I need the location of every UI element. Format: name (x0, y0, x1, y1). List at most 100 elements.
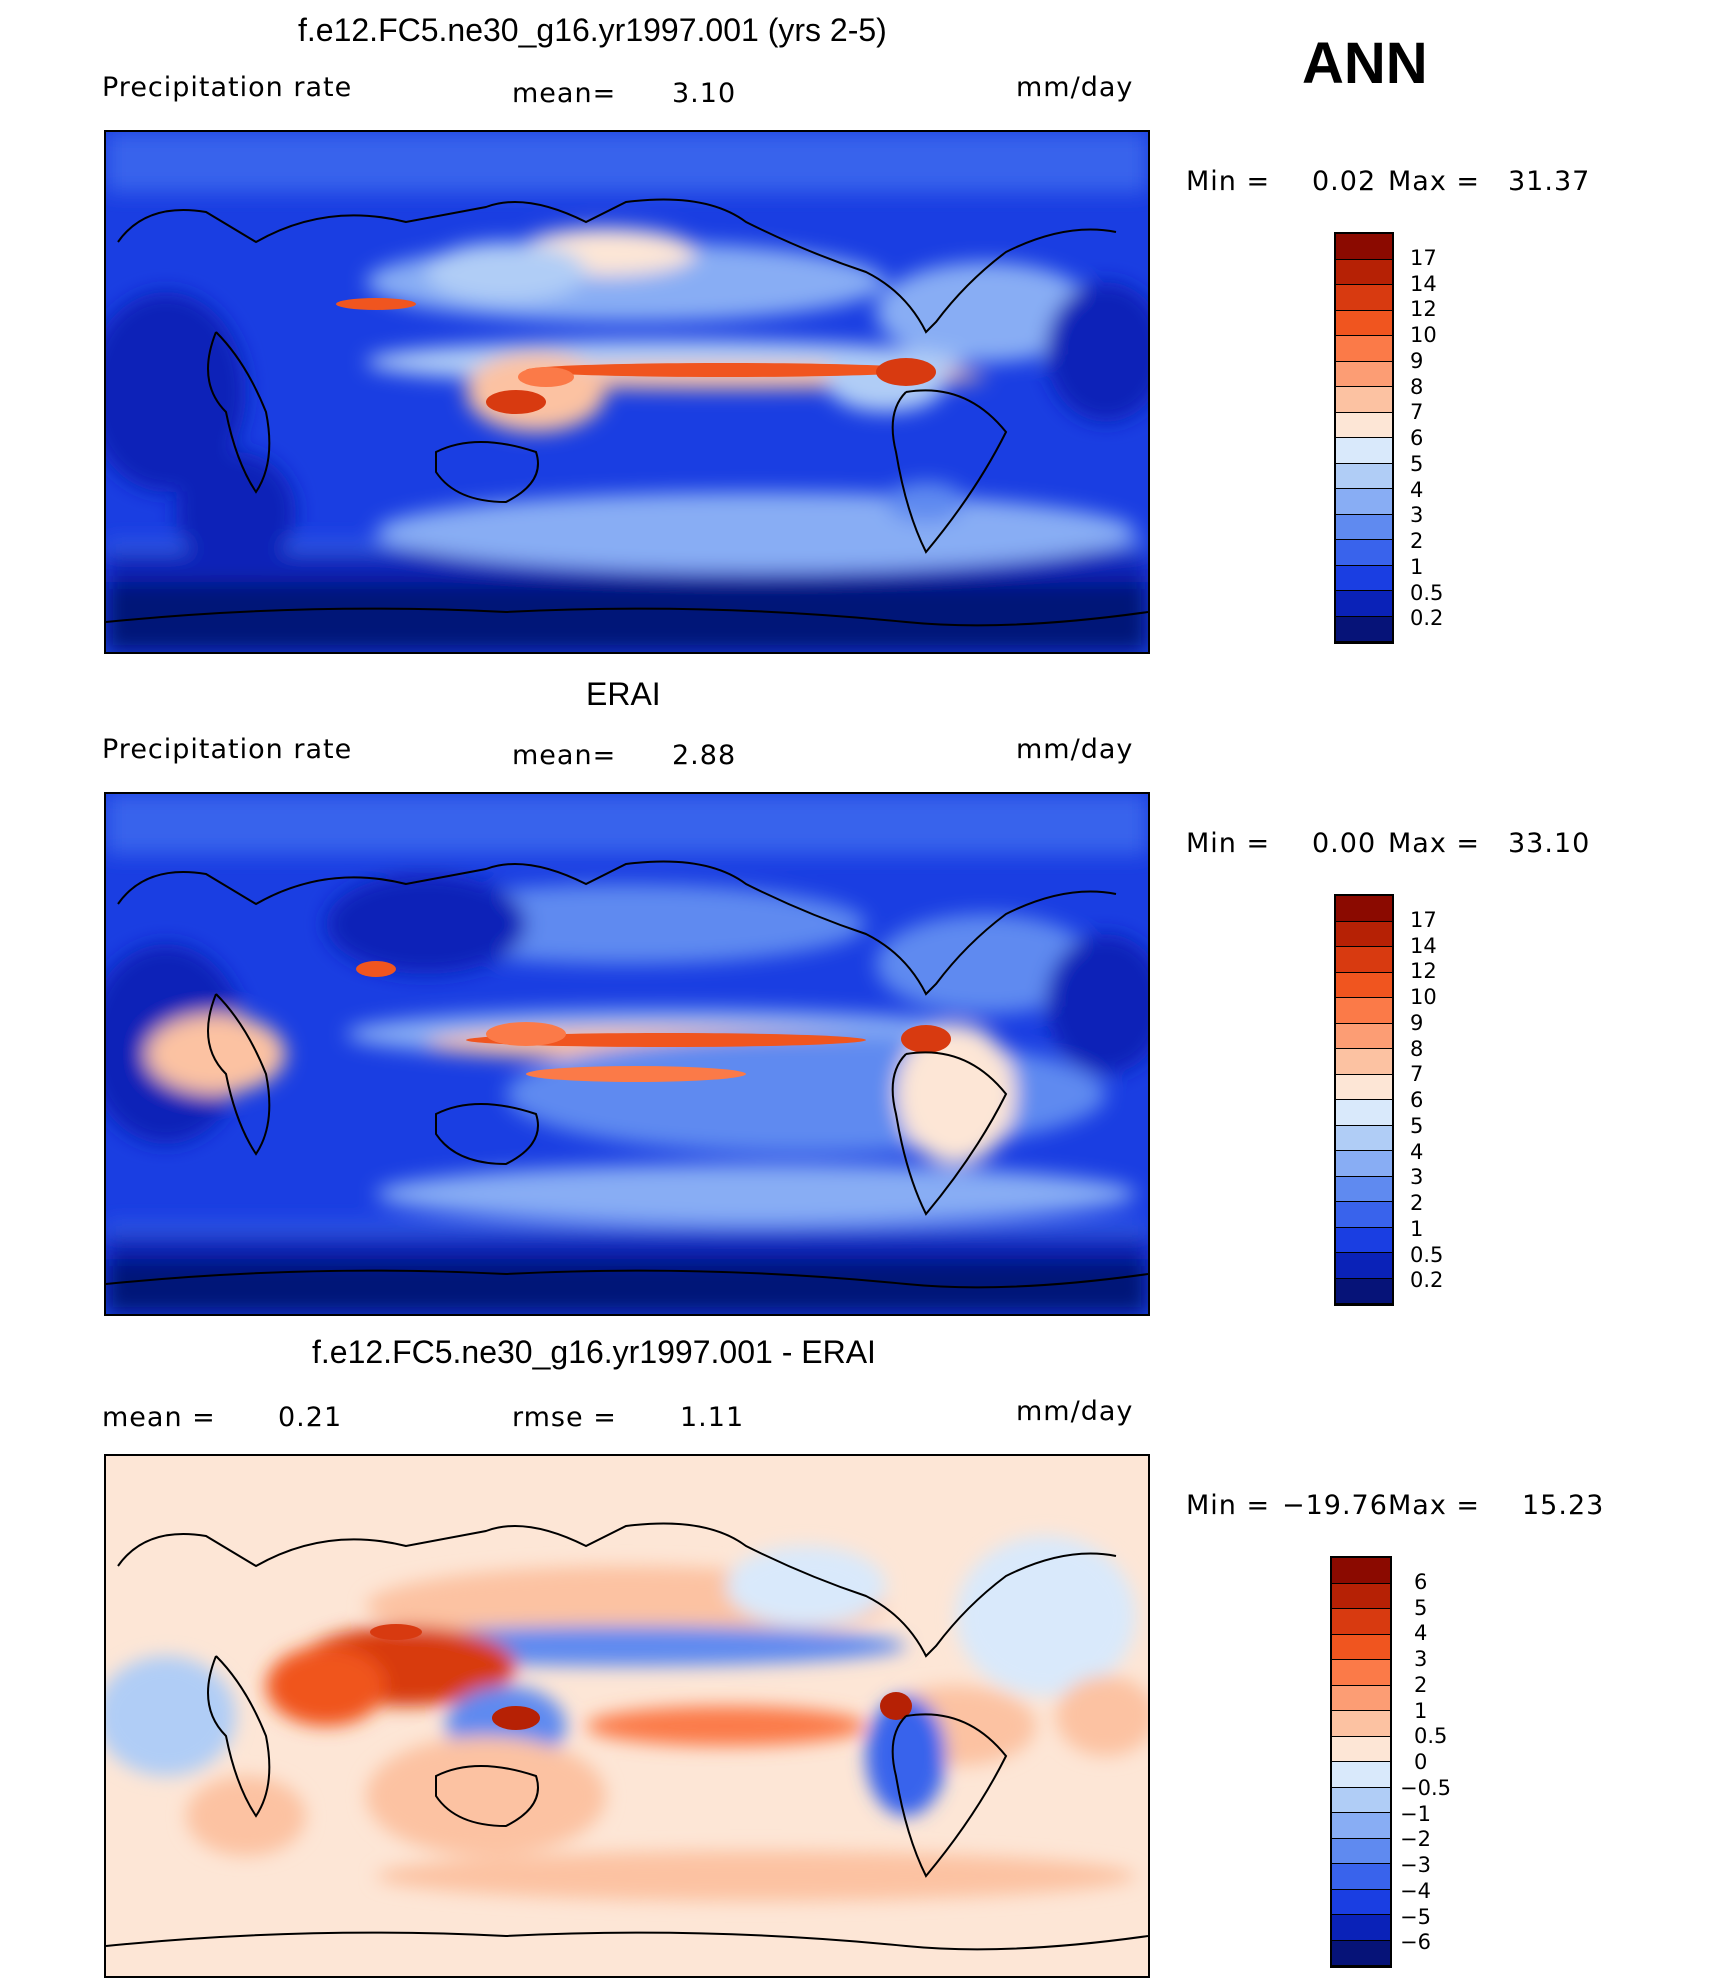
colorbar-box (1336, 616, 1392, 642)
colorbar-tick-label: 0.2 (1410, 1268, 1444, 1293)
colorbar-tick-label: 17 (1410, 907, 1437, 932)
colorbar-tick-label: −5 (1400, 1904, 1431, 1929)
colorbar-tick-label: −4 (1400, 1878, 1431, 1903)
colorbar-tick-label: 3 (1410, 1165, 1424, 1190)
panel-3-colorbar (1330, 1556, 1392, 1968)
colorbar-tick-label: 4 (1410, 477, 1424, 502)
colorbar-tick-label: −0.5 (1400, 1775, 1451, 1800)
colorbar-box (1336, 1278, 1392, 1304)
panel-3-max-label: Max = (1388, 1490, 1481, 1521)
panel-3-mean-label: mean = (102, 1402, 216, 1433)
colorbar-box (1336, 1074, 1392, 1100)
colorbar-box (1336, 591, 1392, 617)
panel-3-rmse-label: rmse = (512, 1402, 617, 1433)
colorbar-tick-label: −3 (1400, 1853, 1431, 1877)
colorbar-tick-label: −2 (1400, 1827, 1431, 1852)
colorbar-box (1332, 1864, 1390, 1890)
colorbar-tick-label: 6 (1414, 1569, 1428, 1594)
panel-2-colorbar (1334, 894, 1394, 1306)
colorbar-box (1336, 234, 1392, 260)
colorbar-tick-label: 10 (1410, 323, 1437, 347)
colorbar-box (1332, 1711, 1390, 1737)
colorbar-box (1332, 1660, 1390, 1686)
colorbar-box (1336, 1151, 1392, 1177)
panel-3-mean-value: 0.21 (278, 1402, 343, 1433)
colorbar-box (1336, 1125, 1392, 1151)
colorbar-box (1336, 310, 1392, 336)
colorbar-tick-label: 3 (1410, 503, 1424, 528)
colorbar-box (1336, 489, 1392, 515)
panel-3-title: f.e12.FC5.ne30_g16.yr1997.001 - ERAI (312, 1334, 876, 1370)
colorbar-tick-label: 1 (1410, 1216, 1424, 1241)
panel-1-colorbar-labels: 17 14 12 10 9 8 7 6 5 4 3 2 1 0.5 0.2 (1410, 232, 1490, 644)
panel-1-mean-label: mean= (512, 78, 617, 109)
panel-3-min-value: −19.76 (1282, 1490, 1388, 1521)
colorbar-box (1336, 361, 1392, 387)
panel-2-variable-label: Precipitation rate (102, 734, 353, 765)
colorbar-tick-label: 17 (1410, 245, 1437, 270)
colorbar-tick-label: 8 (1410, 1036, 1424, 1061)
colorbar-tick-label: 10 (1410, 985, 1437, 1009)
colorbar-box (1336, 921, 1392, 947)
panel-2-mean-label: mean= (512, 740, 617, 771)
colorbar-box (1336, 514, 1392, 540)
colorbar-tick-label: 6 (1410, 426, 1424, 450)
colorbar-box (1336, 540, 1392, 566)
colorbar-tick-label: −1 (1400, 1801, 1431, 1826)
colorbar-box (1336, 336, 1392, 362)
colorbar-box (1332, 1558, 1390, 1584)
panel-2-mean-value: 2.88 (672, 740, 737, 771)
panel-1-variable-label: Precipitation rate (102, 72, 353, 103)
season-label: ANN (1302, 31, 1428, 96)
colorbar-tick-label: 1 (1410, 554, 1424, 579)
colorbar-tick-label: 4 (1414, 1621, 1428, 1646)
panel-3-map (104, 1454, 1150, 1978)
colorbar-box (1336, 1049, 1392, 1075)
colorbar-tick-label: 2 (1410, 1191, 1424, 1215)
colorbar-box (1332, 1889, 1390, 1915)
colorbar-box (1332, 1762, 1390, 1788)
panel-3-min-label: Min = (1186, 1490, 1271, 1521)
colorbar-tick-label: 14 (1410, 271, 1437, 296)
colorbar-tick-label: 7 (1410, 1062, 1424, 1087)
colorbar-box (1336, 1227, 1392, 1253)
colorbar-box (1332, 1915, 1390, 1941)
colorbar-tick-label: −6 (1400, 1930, 1431, 1955)
colorbar-box (1336, 998, 1392, 1024)
colorbar-tick-label: 0.5 (1410, 1242, 1444, 1267)
colorbar-tick-label: 1 (1414, 1698, 1428, 1723)
panel-2-map (104, 792, 1150, 1316)
colorbar-tick-label: 0.5 (1414, 1724, 1448, 1749)
panel-1-max-value: 31.37 (1508, 166, 1591, 197)
colorbar-box (1332, 1609, 1390, 1635)
colorbar-tick-label: 9 (1410, 1010, 1424, 1035)
colorbar-box (1336, 438, 1392, 464)
colorbar-box (1332, 1838, 1390, 1864)
colorbar-box (1336, 896, 1392, 922)
colorbar-tick-label: 4 (1410, 1139, 1424, 1164)
colorbar-tick-label: 0.5 (1410, 580, 1444, 605)
colorbar-box (1336, 387, 1392, 413)
panel-3-units: mm/day (1016, 1396, 1134, 1427)
panel-3-max-value: 15.23 (1522, 1490, 1605, 1521)
colorbar-box (1336, 412, 1392, 438)
panel-1-mean-value: 3.10 (672, 78, 737, 109)
colorbar-box (1332, 1736, 1390, 1762)
colorbar-tick-label: 7 (1410, 400, 1424, 425)
colorbar-tick-label: 6 (1410, 1088, 1424, 1112)
panel-1-map (104, 130, 1150, 654)
colorbar-box (1336, 1253, 1392, 1279)
panel-2-title: ERAI (586, 676, 661, 712)
colorbar-box (1336, 259, 1392, 285)
panel-1-colorbar (1334, 232, 1394, 644)
colorbar-tick-label: 14 (1410, 933, 1437, 958)
colorbar-box (1332, 1940, 1390, 1966)
colorbar-tick-label: 9 (1410, 348, 1424, 373)
colorbar-tick-label: 2 (1410, 529, 1424, 553)
colorbar-box (1332, 1787, 1390, 1813)
panel-2-max-value: 33.10 (1508, 828, 1591, 859)
colorbar-box (1336, 947, 1392, 973)
colorbar-box (1336, 565, 1392, 591)
colorbar-box (1332, 1813, 1390, 1839)
colorbar-tick-label: 2 (1414, 1672, 1428, 1697)
